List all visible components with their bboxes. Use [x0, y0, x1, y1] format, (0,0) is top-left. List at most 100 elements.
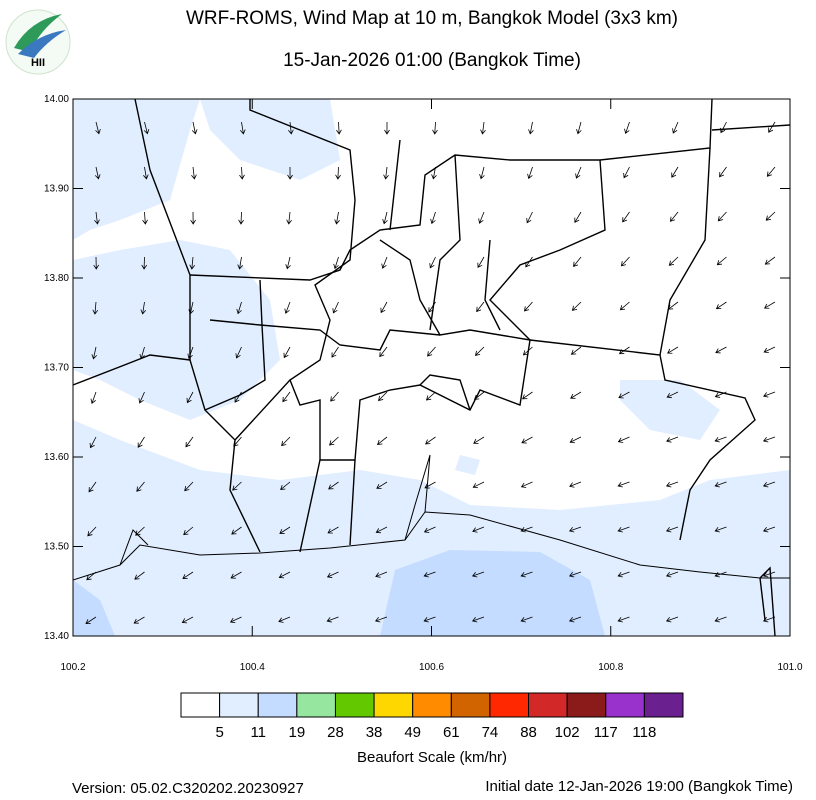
wind-arrow [95, 121, 101, 135]
coastline [73, 511, 790, 581]
wind-arrow [334, 211, 340, 225]
colorbar-box [219, 692, 259, 718]
wind-arrow [522, 346, 533, 356]
wind-arrow [665, 616, 679, 623]
wind-arrow [520, 481, 533, 488]
wind-arrow [92, 301, 99, 315]
wind-zone [73, 580, 115, 636]
wind-arrow [665, 571, 679, 578]
map-subtitle: 15-Jan-2026 01:00 (Bangkok Time) [283, 50, 581, 71]
wind-arrow [327, 526, 339, 534]
wind-arrow [432, 121, 438, 135]
wind-arrow [473, 391, 485, 400]
wind-arrow [618, 391, 630, 399]
initial-date-text: Initial date 12-Jan-2026 19:00 (Bangkok … [485, 778, 793, 795]
colorbar-label: 38 [366, 724, 383, 741]
wind-arrow [375, 526, 388, 534]
wind-arrow [568, 571, 582, 578]
wind-arrow [568, 616, 582, 623]
wind-arrow [763, 391, 776, 398]
wind-arrow [91, 346, 98, 360]
wind-arrow [617, 436, 630, 443]
wind-arrow [620, 256, 630, 267]
wind-arrow [383, 166, 389, 180]
colorbar-box [489, 692, 530, 718]
wind-arrow [717, 211, 727, 222]
wind-arrow [569, 481, 582, 488]
wind-arrow [617, 481, 630, 488]
colorbar-label: 117 [594, 724, 618, 741]
wind-arrow [332, 301, 339, 314]
y-tick-label: 13.40 [44, 631, 69, 642]
wind-arrow [430, 211, 436, 225]
colorbar-label: 28 [327, 724, 344, 741]
wind-arrow [527, 166, 533, 180]
wind-arrow [476, 301, 485, 313]
wind-arrow [623, 166, 630, 179]
wind-arrow [575, 166, 582, 179]
colorbar-box [257, 692, 298, 718]
colorbar-box [334, 692, 375, 718]
wind-arrow [333, 256, 339, 270]
wind-arrow [282, 391, 291, 403]
wind-arrow [472, 481, 485, 489]
colorbar-label: 102 [555, 724, 580, 741]
map-title: WRF-ROMS, Wind Map at 10 m, Bangkok Mode… [186, 8, 678, 29]
wind-arrow [528, 121, 534, 135]
wind-arrow [181, 616, 194, 624]
wind-arrow [380, 301, 388, 314]
wind-arrow [622, 211, 630, 223]
wind-arrow [715, 301, 727, 310]
wind-arrow [238, 211, 244, 225]
wind-arrow [88, 481, 97, 493]
wind-arrow [229, 616, 242, 624]
wind-arrow [328, 481, 339, 490]
map-area [73, 99, 790, 636]
wind-arrow [477, 256, 485, 269]
wind-arrow [326, 571, 339, 578]
wind-arrow [288, 121, 294, 135]
wind-arrow [427, 346, 436, 357]
wind-arrow [569, 436, 582, 444]
wind-arrow [231, 526, 242, 535]
wind-zone [620, 380, 720, 440]
wind-arrow [279, 526, 291, 534]
colorbar-box [180, 692, 221, 718]
map-ticks: 100.2 100.4 100.6 100.8 101.0 13.40 13.50 13.60… [44, 94, 803, 673]
wind-arrow [280, 481, 291, 491]
colorbar-label: 88 [520, 724, 537, 741]
wind-arrow [716, 256, 727, 266]
wind-arrow [185, 436, 194, 448]
x-tick-label: 100.2 [60, 662, 85, 673]
wind-arrow [336, 121, 342, 135]
wind-arrow [574, 211, 582, 223]
wind-arrow [230, 571, 242, 579]
wind-arrow [190, 211, 196, 225]
colorbar-title: Beaufort Scale (km/hr) [357, 749, 507, 766]
wind-arrow [667, 301, 679, 310]
wind-arrow [520, 616, 533, 623]
wind-arrow [139, 346, 145, 360]
wind-arrow [471, 571, 485, 578]
wind-arrow [138, 391, 145, 404]
wind-arrow [768, 121, 776, 133]
colorbar-box [296, 692, 336, 718]
wind-arrow [137, 436, 145, 448]
wind-arrow [431, 166, 437, 180]
wind-arrow [140, 301, 147, 315]
colorbar-label: 19 [289, 724, 306, 741]
y-tick-label: 13.90 [44, 184, 69, 195]
wind-arrow [429, 256, 436, 269]
wind-arrow [714, 481, 727, 488]
wind-arrow [520, 571, 533, 578]
wind-arrow [278, 616, 291, 623]
wind-arrow [672, 121, 679, 134]
wind-arrow [525, 256, 533, 268]
wind-arrow [762, 616, 776, 623]
wind-arrow [423, 616, 436, 623]
wind-arrow [619, 301, 630, 311]
y-tick-label: 13.70 [44, 363, 69, 374]
wind-arrow [135, 526, 145, 536]
wind-arrow [764, 256, 776, 265]
